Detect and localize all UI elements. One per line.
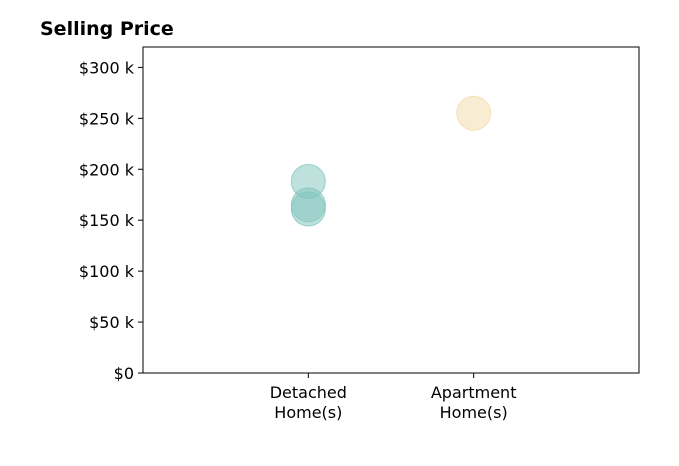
- y-tick-label: $50 k: [89, 313, 135, 332]
- data-point: [290, 191, 326, 227]
- data-points: [290, 95, 492, 227]
- data-point: [456, 95, 492, 131]
- chart-title: Selling Price: [40, 18, 174, 40]
- y-axis: $0 $50 k $100 k $150 k $200 k $250 k $300 k: [79, 58, 143, 383]
- y-tick-label: $250 k: [79, 109, 135, 128]
- y-tick-label: $0: [114, 364, 134, 383]
- x-tick-label: Home(s): [274, 403, 342, 422]
- x-tick-label: Apartment: [431, 383, 517, 402]
- y-tick-label: $150 k: [79, 211, 135, 230]
- plot-frame: [142, 46, 640, 374]
- y-tick-label: $100 k: [79, 262, 135, 281]
- x-tick-label: Detached: [270, 383, 347, 402]
- x-tick-label: Home(s): [440, 403, 508, 422]
- y-tick-label: $300 k: [79, 58, 135, 77]
- y-tick-label: $200 k: [79, 160, 135, 179]
